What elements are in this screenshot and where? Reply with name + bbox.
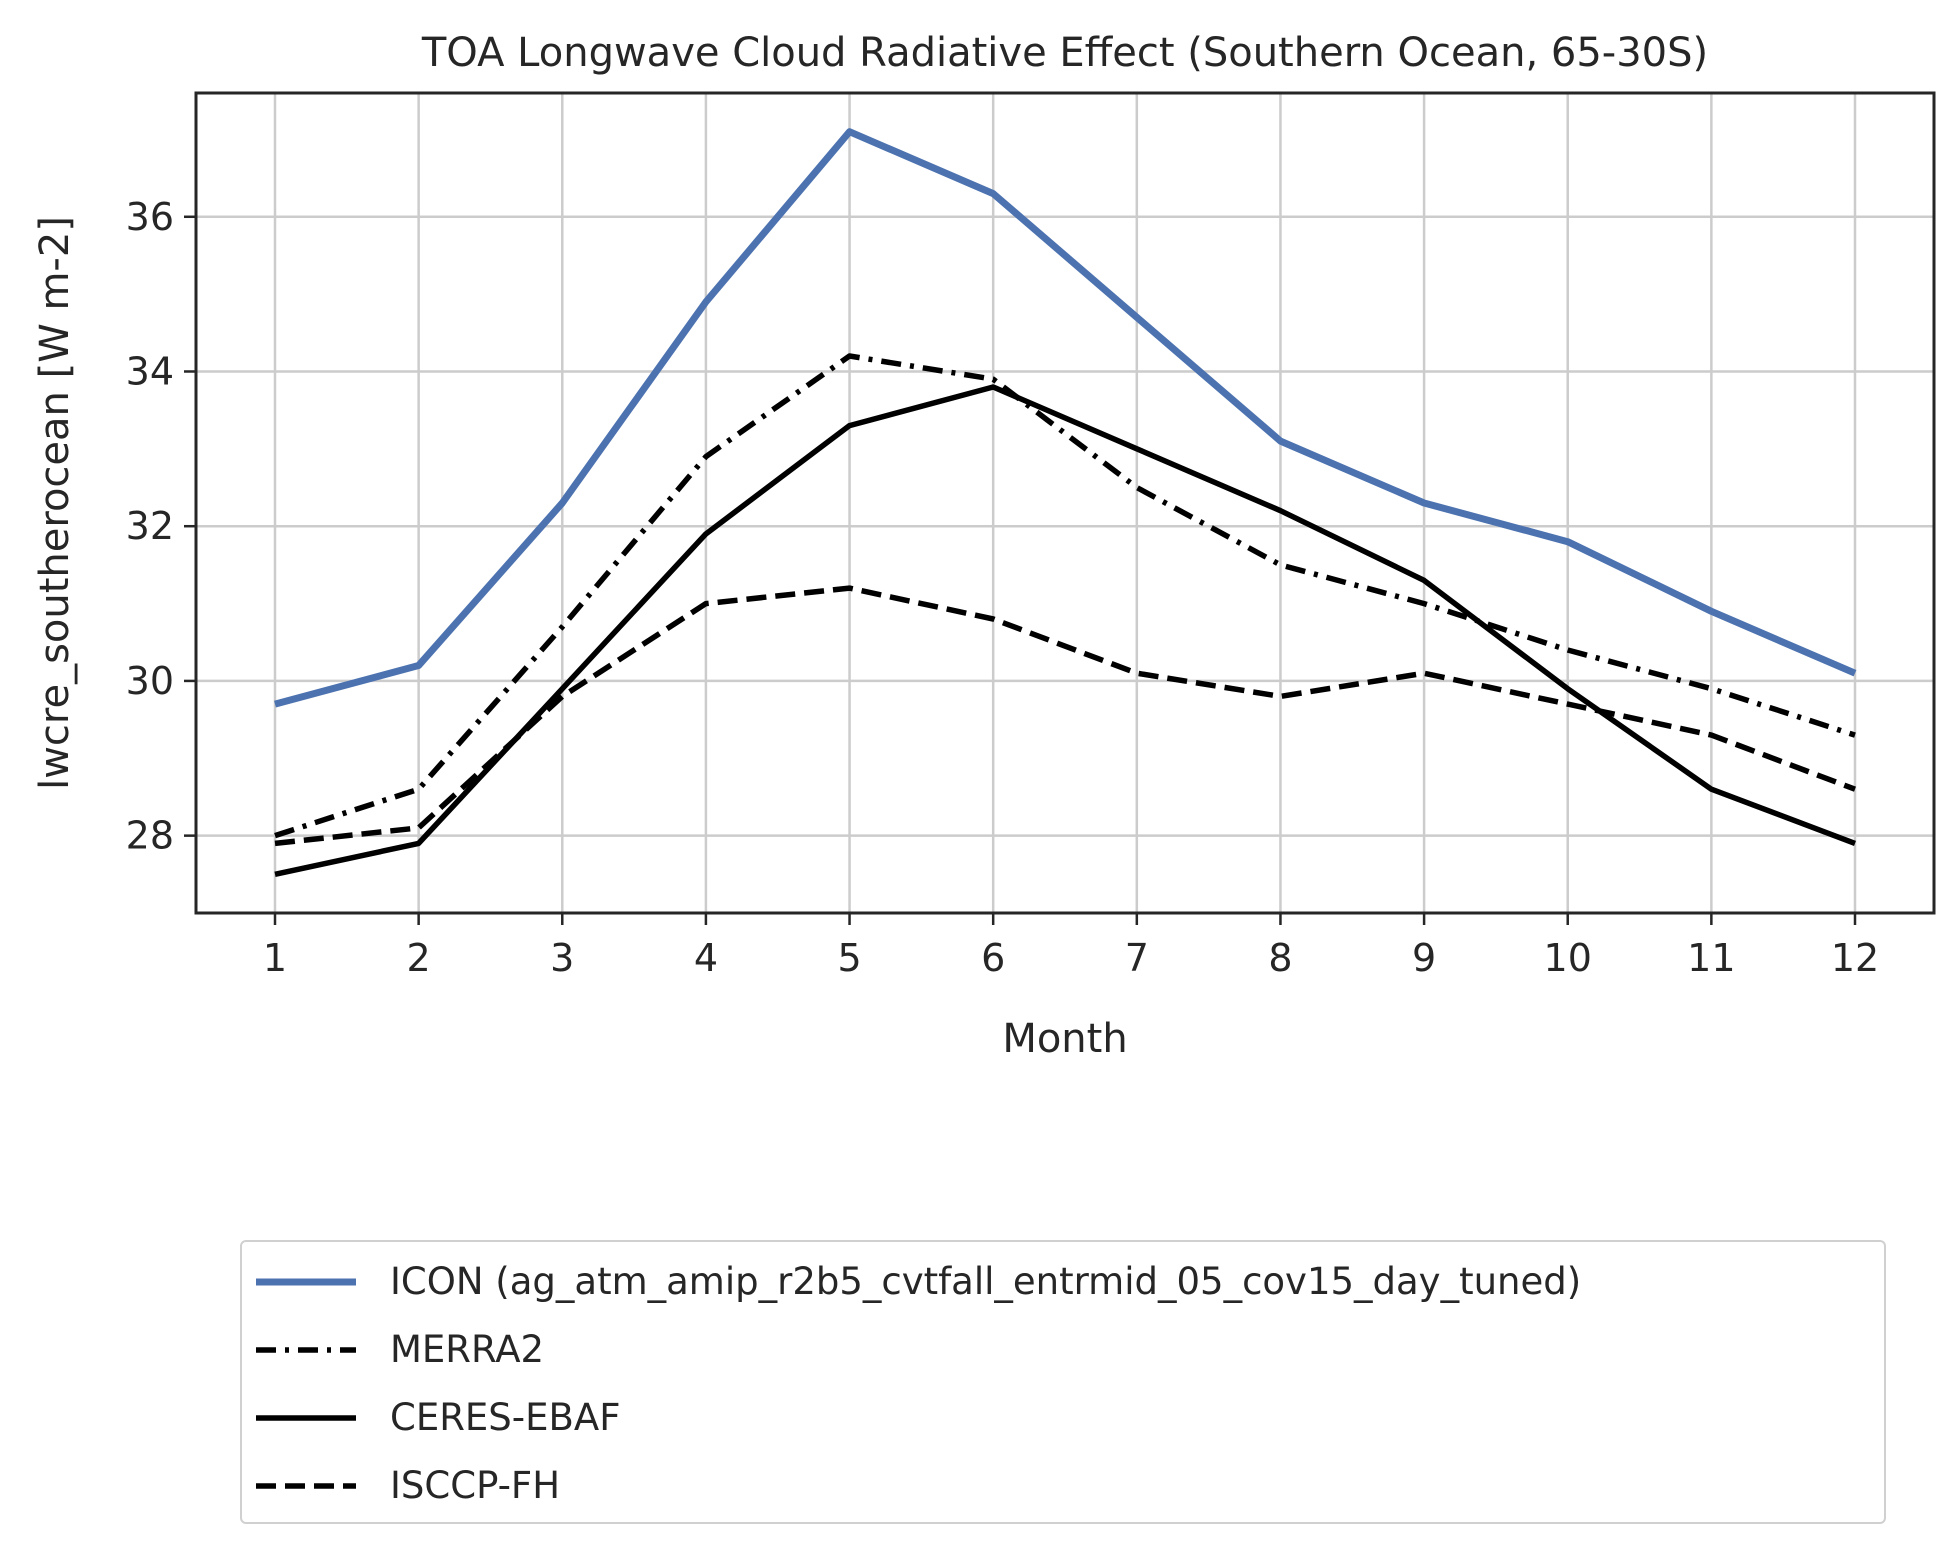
x-axis-label: Month: [1002, 1016, 1127, 1062]
y-tick-label: 28: [126, 814, 174, 858]
y-tick-label: 34: [126, 349, 174, 393]
legend-label-ceres-ebaf: CERES-EBAF: [390, 1396, 621, 1439]
legend-item-icon: ICON (ag_atm_amip_r2b5_cvtfall_entrmid_0…: [242, 1250, 1884, 1310]
x-tick-label: 3: [550, 936, 574, 980]
series-line-merra2: [274, 353, 1856, 839]
x-axis: 1 2 3 4 5 6 7 8 9 10 11 12: [263, 913, 1879, 980]
series-line-isccp-fh: [274, 585, 1856, 847]
x-tick-label: 11: [1687, 936, 1735, 980]
x-tick-label: 7: [1125, 936, 1149, 980]
series-line-ceres-ebaf: [274, 384, 1856, 877]
legend-item-isccp-fh: ISCCP-FH: [242, 1454, 1884, 1514]
legend-swatch-icon: [256, 1278, 356, 1286]
y-axis-label: lwcre_southerocean [W m-2]: [32, 216, 78, 790]
x-tick-label: 12: [1831, 936, 1879, 980]
grid: [196, 93, 1934, 913]
y-tick-label: 30: [126, 659, 174, 703]
y-tick-label: 32: [126, 504, 174, 548]
y-axis: 28 30 32 34 36: [126, 195, 196, 858]
legend-swatch-isccp-fh: [256, 1482, 356, 1490]
x-tick-label: 8: [1268, 936, 1292, 980]
plot-area-frame: [194, 91, 1936, 915]
y-tick-label: 36: [126, 195, 174, 239]
legend-item-merra2: MERRA2: [242, 1318, 1884, 1378]
x-tick-label: 1: [263, 936, 287, 980]
legend-label-merra2: MERRA2: [390, 1328, 545, 1371]
series-line-icon: [274, 128, 1857, 708]
x-tick-label: 2: [407, 936, 431, 980]
chart-title: TOA Longwave Cloud Radiative Effect (Sou…: [421, 30, 1708, 76]
legend-label-icon: ICON (ag_atm_amip_r2b5_cvtfall_entrmid_0…: [390, 1260, 1582, 1303]
x-tick-label: 10: [1544, 936, 1592, 980]
x-tick-label: 6: [981, 936, 1005, 980]
legend: ICON (ag_atm_amip_r2b5_cvtfall_entrmid_0…: [240, 1240, 1886, 1524]
x-tick-label: 4: [694, 936, 718, 980]
legend-item-ceres-ebaf: CERES-EBAF: [242, 1386, 1884, 1446]
legend-label-isccp-fh: ISCCP-FH: [390, 1464, 561, 1507]
x-tick-label: 5: [837, 936, 861, 980]
x-tick-label: 9: [1412, 936, 1436, 980]
series-group: [274, 128, 1857, 877]
legend-swatch-merra2: [256, 1346, 356, 1354]
legend-swatch-ceres-ebaf: [256, 1414, 356, 1422]
